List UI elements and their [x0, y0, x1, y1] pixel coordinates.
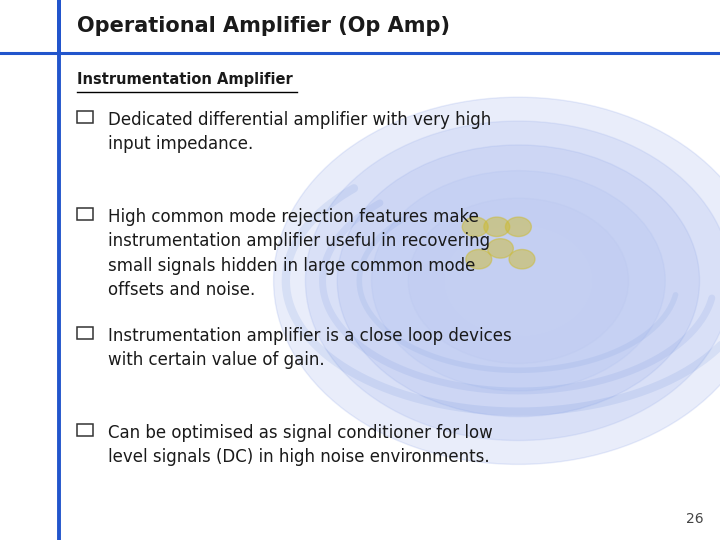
FancyBboxPatch shape	[77, 327, 93, 339]
Text: 26: 26	[686, 512, 703, 526]
FancyBboxPatch shape	[77, 208, 93, 220]
Circle shape	[462, 217, 488, 237]
Circle shape	[274, 97, 720, 464]
FancyBboxPatch shape	[77, 111, 93, 123]
Text: Operational Amplifier (Op Amp): Operational Amplifier (Op Amp)	[77, 16, 450, 37]
Circle shape	[466, 249, 492, 269]
FancyBboxPatch shape	[0, 0, 720, 53]
Circle shape	[509, 249, 535, 269]
Circle shape	[408, 198, 629, 363]
Text: Instrumentation amplifier is a close loop devices
with certain value of gain.: Instrumentation amplifier is a close loo…	[108, 327, 512, 369]
Text: Instrumentation Amplifier: Instrumentation Amplifier	[77, 72, 293, 87]
Circle shape	[372, 171, 665, 391]
Circle shape	[487, 239, 513, 258]
Circle shape	[484, 217, 510, 237]
Circle shape	[337, 145, 700, 417]
Text: Dedicated differential amplifier with very high
input impedance.: Dedicated differential amplifier with ve…	[108, 111, 491, 153]
FancyBboxPatch shape	[77, 424, 93, 436]
Text: High common mode rejection features make
instrumentation amplifier useful in rec: High common mode rejection features make…	[108, 208, 490, 299]
Circle shape	[505, 217, 531, 237]
Text: Can be optimised as signal conditioner for low
level signals (DC) in high noise : Can be optimised as signal conditioner f…	[108, 424, 492, 466]
Circle shape	[445, 226, 592, 336]
Circle shape	[305, 121, 720, 441]
